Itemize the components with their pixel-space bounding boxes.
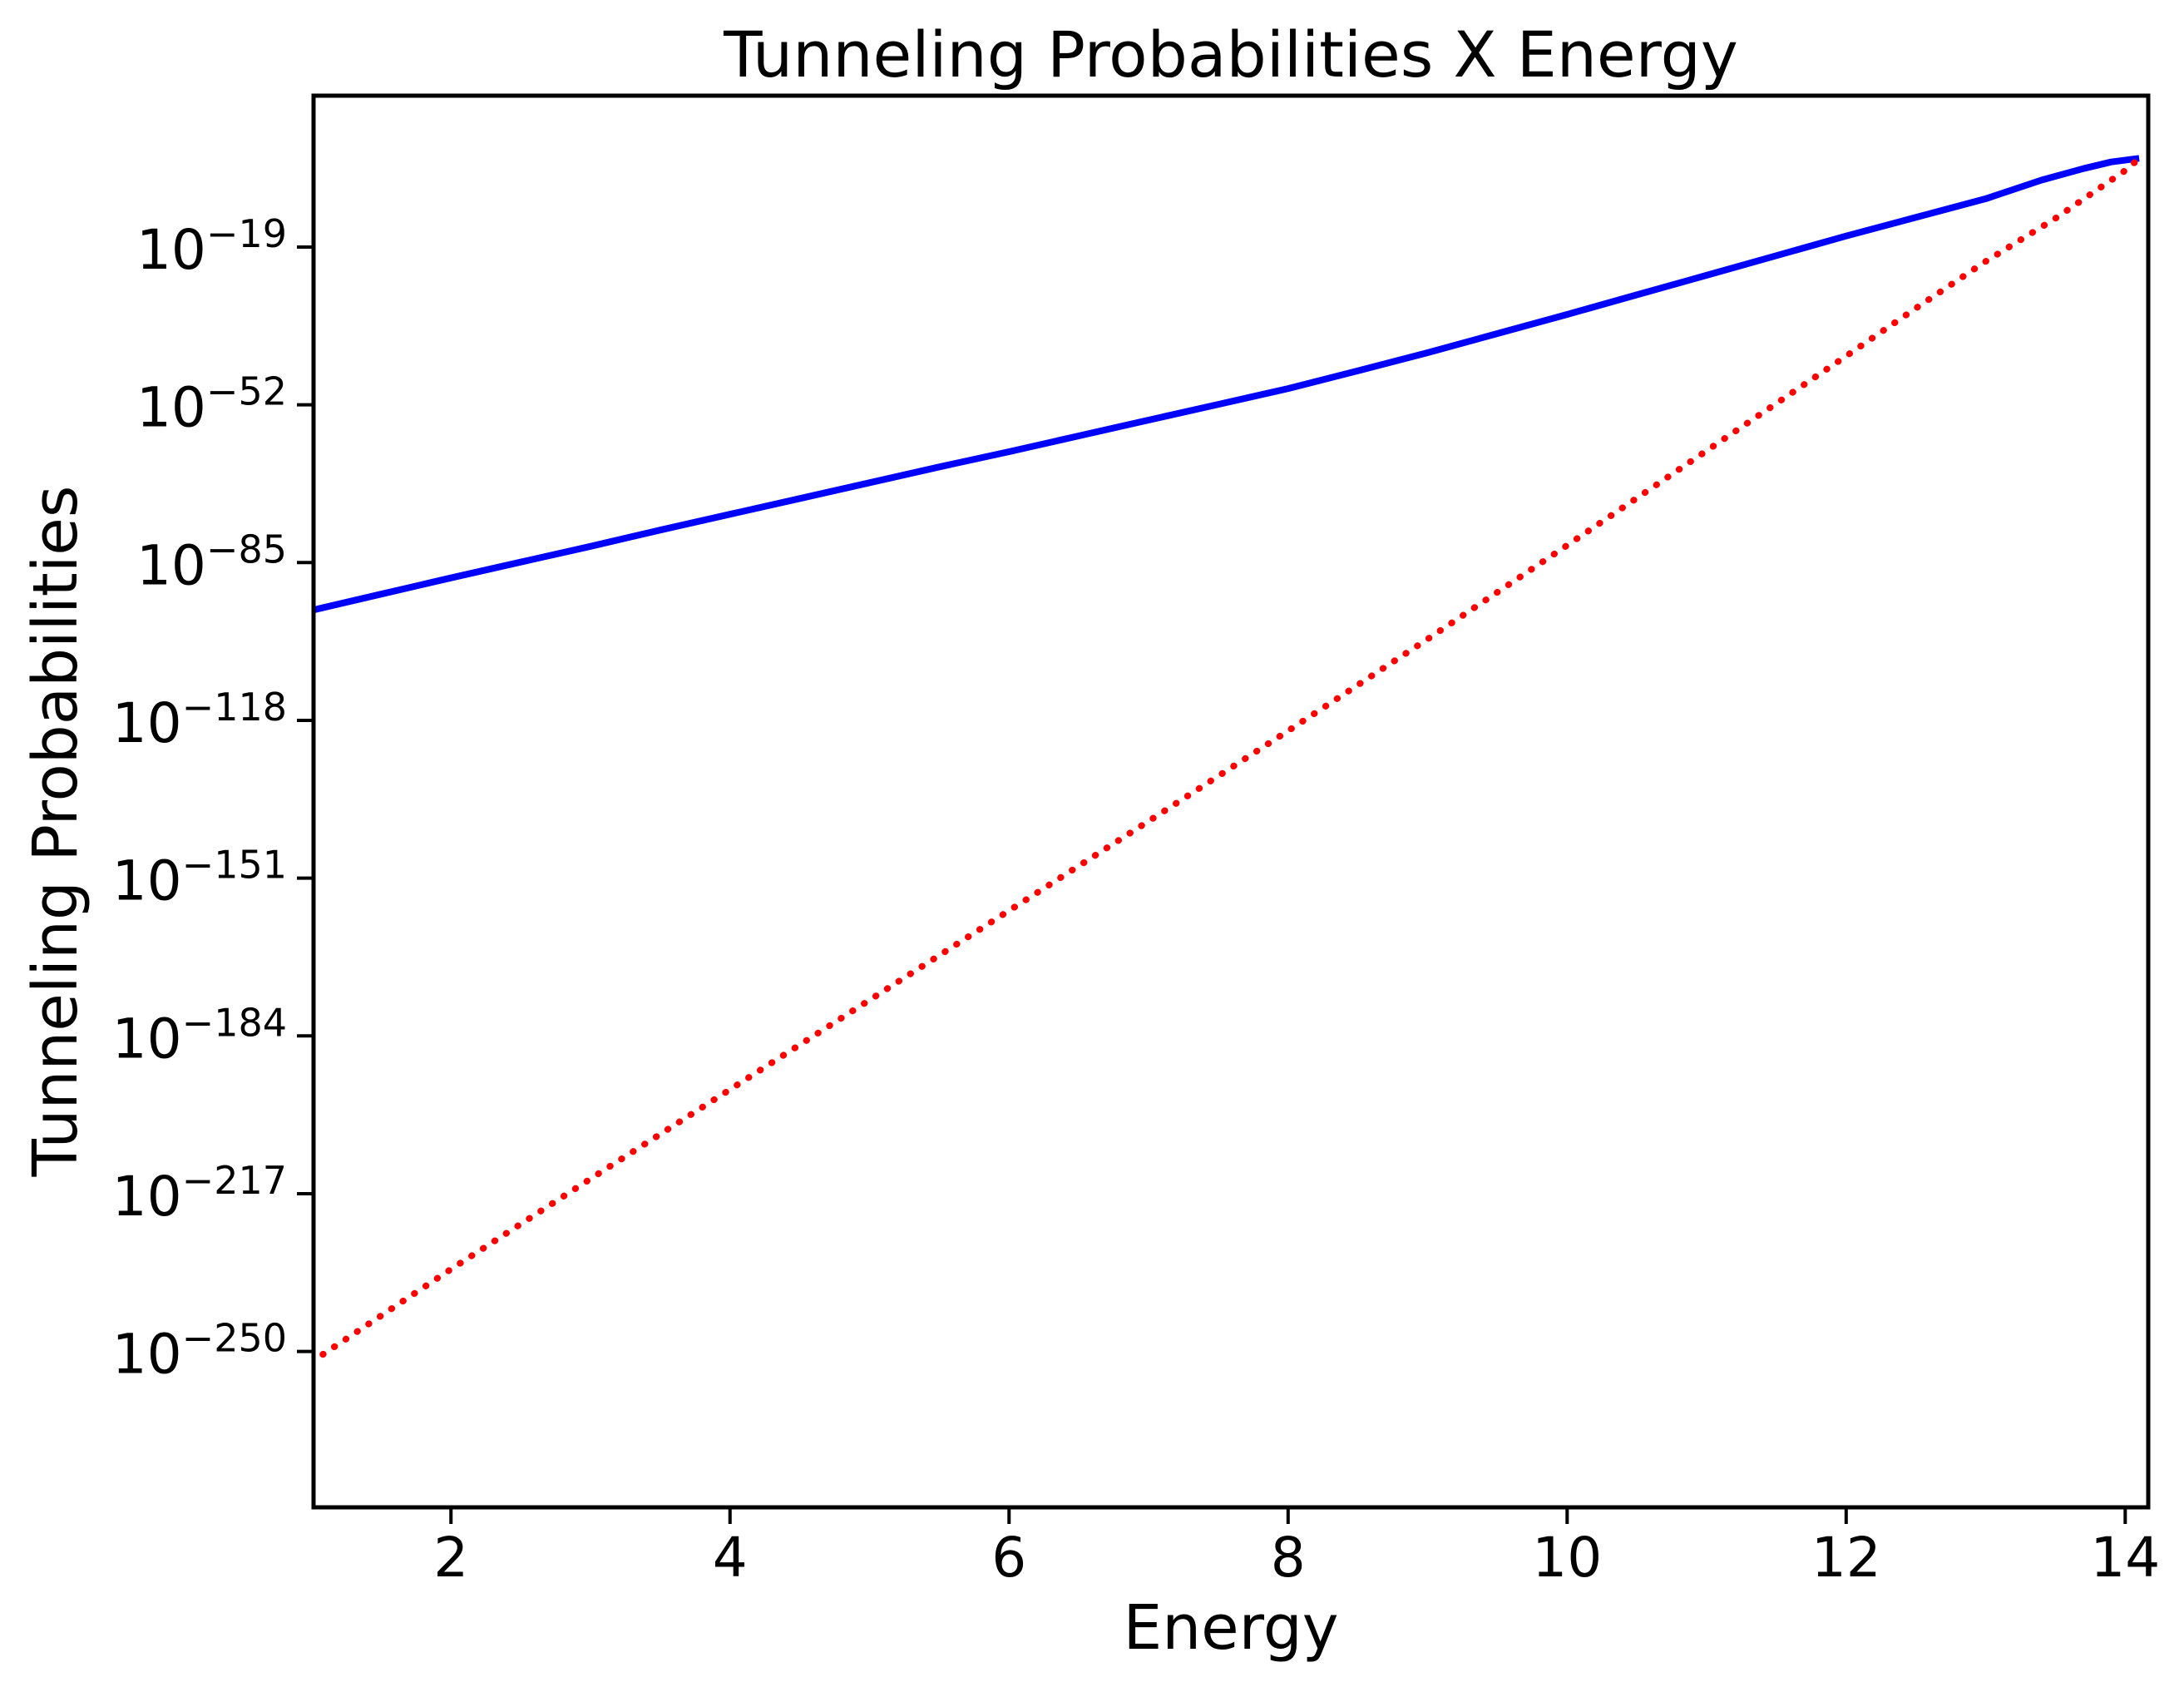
y-axis-label: Tunneling Probabilities bbox=[20, 486, 91, 1178]
chart-title: Tunneling Probabilities X Energy bbox=[723, 17, 1738, 92]
y-tick-label: 10−118 bbox=[112, 685, 287, 755]
y-tick-label: 10−151 bbox=[112, 843, 287, 913]
plot-area: 2 4 6 8 10 12 14 10−19 10−52 10−85 10−118 10−151 10−… bbox=[112, 93, 2160, 1590]
x-tick-label: 4 bbox=[713, 1526, 748, 1590]
x-tick-label: 6 bbox=[991, 1526, 1026, 1590]
blue-solid-series-line bbox=[314, 155, 2140, 614]
x-tick-label: 12 bbox=[1811, 1526, 1881, 1590]
x-tick-label: 2 bbox=[433, 1526, 468, 1590]
axes-spines bbox=[311, 93, 2151, 1510]
x-tick-label: 10 bbox=[1532, 1526, 1602, 1590]
x-tick-label: 8 bbox=[1271, 1526, 1306, 1590]
x-tick-label: 14 bbox=[2090, 1526, 2160, 1590]
y-tick-label: 10−217 bbox=[112, 1158, 287, 1229]
y-tick-label: 10−85 bbox=[136, 527, 287, 597]
y-tick-label: 10−19 bbox=[136, 211, 287, 282]
y-tick-label: 10−250 bbox=[112, 1316, 287, 1387]
y-tick-label: 10−184 bbox=[112, 1000, 287, 1071]
y-tick-label: 10−52 bbox=[136, 369, 287, 440]
red-dotted-series-line bbox=[314, 155, 2143, 1365]
x-axis-label: Energy bbox=[1123, 1592, 1338, 1664]
